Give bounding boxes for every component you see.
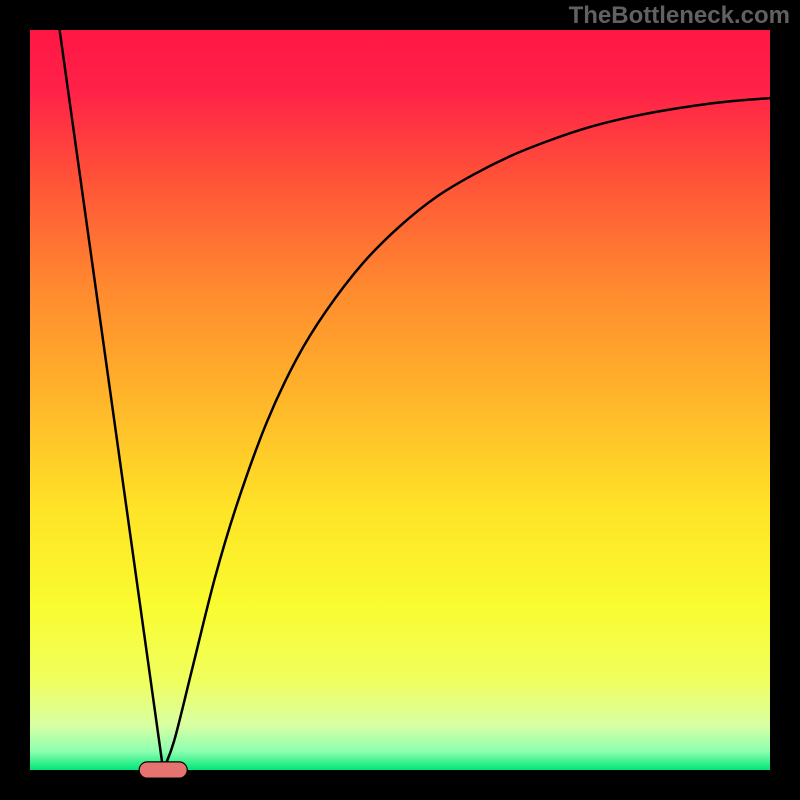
plot-area — [30, 30, 770, 770]
bottleneck-chart — [0, 0, 800, 800]
optimal-point-marker — [139, 762, 187, 778]
chart-container: TheBottleneck.com — [0, 0, 800, 800]
watermark-text: TheBottleneck.com — [569, 2, 790, 30]
